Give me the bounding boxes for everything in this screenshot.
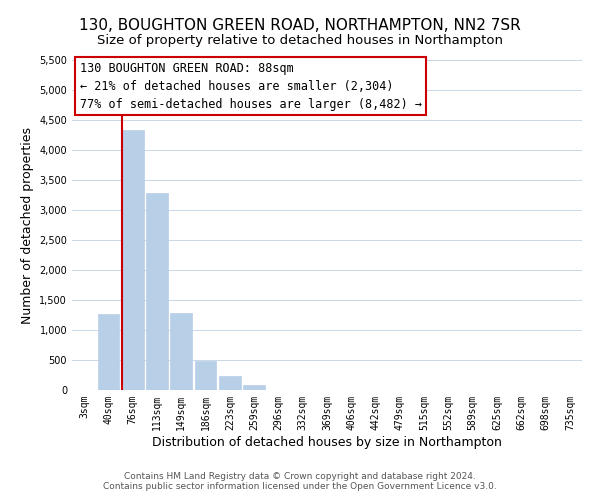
X-axis label: Distribution of detached houses by size in Northampton: Distribution of detached houses by size … <box>152 436 502 448</box>
Text: 130 BOUGHTON GREEN ROAD: 88sqm
← 21% of detached houses are smaller (2,304)
77% : 130 BOUGHTON GREEN ROAD: 88sqm ← 21% of … <box>80 62 422 110</box>
Bar <box>146 192 168 390</box>
Text: Contains HM Land Registry data © Crown copyright and database right 2024.: Contains HM Land Registry data © Crown c… <box>124 472 476 481</box>
Bar <box>219 376 241 390</box>
Text: Contains public sector information licensed under the Open Government Licence v3: Contains public sector information licen… <box>103 482 497 491</box>
Bar <box>122 130 143 390</box>
Text: 130, BOUGHTON GREEN ROAD, NORTHAMPTON, NN2 7SR: 130, BOUGHTON GREEN ROAD, NORTHAMPTON, N… <box>79 18 521 32</box>
Bar <box>194 361 217 390</box>
Y-axis label: Number of detached properties: Number of detached properties <box>21 126 34 324</box>
Bar <box>170 312 192 390</box>
Text: Size of property relative to detached houses in Northampton: Size of property relative to detached ho… <box>97 34 503 47</box>
Bar <box>243 385 265 390</box>
Bar <box>97 314 119 390</box>
